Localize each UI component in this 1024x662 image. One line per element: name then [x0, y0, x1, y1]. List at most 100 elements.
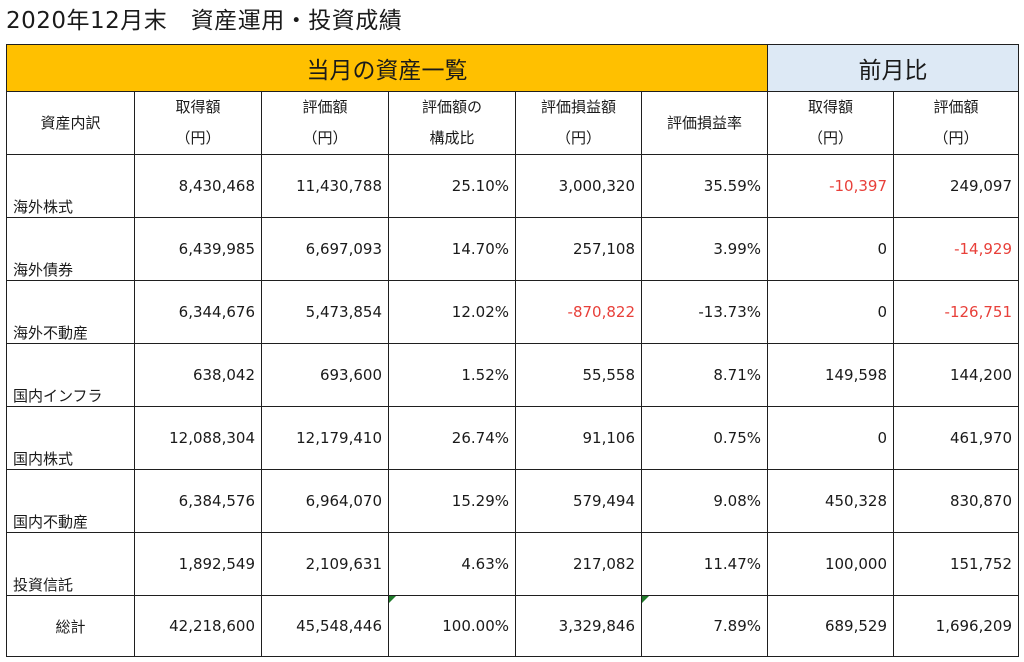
cell-cost[interactable]: 42,218,600	[134, 595, 262, 657]
cell-prev-cost[interactable]: 0	[767, 280, 894, 344]
cell-gain[interactable]: 3,329,846	[515, 595, 642, 657]
header-cost[interactable]: 取得額 （円）	[134, 91, 262, 155]
cell-gain-rate[interactable]: 9.08%	[641, 469, 768, 533]
cell-gain[interactable]: 257,108	[515, 217, 642, 281]
header-unit: 構成比	[429, 129, 475, 147]
cell-prev-cost[interactable]: 100,000	[767, 532, 894, 596]
header-line: 評価損益率	[666, 113, 742, 132]
table-row: 海外株式 8,430,468 11,430,788 25.10% 3,000,320 35…	[6, 154, 1019, 218]
cell-prev-value[interactable]: 151,752	[893, 532, 1019, 596]
header-unit: （円）	[555, 129, 601, 147]
header-line: 取得額	[807, 98, 853, 116]
cell-value-text: 100.00%	[442, 617, 509, 635]
header-category[interactable]: 資産内訳	[6, 91, 135, 155]
cell-value-text: 1,696,209	[935, 617, 1012, 635]
cell-category[interactable]: 海外債券	[6, 217, 135, 281]
table-row: 国内インフラ 638,042 693,600 1.52% 55,558 8.71% 149,…	[6, 343, 1019, 407]
cell-cost[interactable]: 8,430,468	[134, 154, 262, 218]
cell-value-text: 42,218,600	[169, 617, 255, 635]
cell-prev-cost[interactable]: 689,529	[767, 595, 894, 657]
cell-prev-cost[interactable]: -10,397	[767, 154, 894, 218]
cell-ratio[interactable]: 14.70%	[388, 217, 516, 281]
cell-cost[interactable]: 638,042	[134, 343, 262, 407]
band-row: 当月の資産一覧 前月比	[6, 44, 1019, 92]
cell-cost[interactable]: 6,384,576	[134, 469, 262, 533]
cell-value-text: 7.89%	[713, 617, 761, 635]
cell-value[interactable]: 12,179,410	[261, 406, 389, 470]
cell-category[interactable]: 海外株式	[6, 154, 135, 218]
cell-gain-rate[interactable]: 35.59%	[641, 154, 768, 218]
cell-category[interactable]: 国内不動産	[6, 469, 135, 533]
cell-prev-value[interactable]: -14,929	[893, 217, 1019, 281]
cell-gain-rate[interactable]: 8.71%	[641, 343, 768, 407]
cell-value[interactable]: 693,600	[261, 343, 389, 407]
current-month-band[interactable]: 当月の資産一覧	[6, 44, 768, 92]
cell-prev-cost[interactable]: 149,598	[767, 343, 894, 407]
cell-total-label[interactable]: 総計	[6, 595, 135, 657]
cell-cost[interactable]: 6,439,985	[134, 217, 262, 281]
header-gain[interactable]: 評価損益額 （円）	[515, 91, 642, 155]
formula-warning-icon	[642, 596, 649, 603]
table-row: 国内株式 12,088,304 12,179,410 26.74% 91,106 0.75…	[6, 406, 1019, 470]
total-row: 総計 42,218,600 45,548,446 100.00% 3,329,846 7.…	[6, 595, 1019, 657]
cell-ratio[interactable]: 15.29%	[388, 469, 516, 533]
cell-cost[interactable]: 6,344,676	[134, 280, 262, 344]
cell-ratio[interactable]: 4.63%	[388, 532, 516, 596]
cell-value[interactable]: 6,964,070	[261, 469, 389, 533]
cell-gain[interactable]: 91,106	[515, 406, 642, 470]
table-row: 国内不動産 6,384,576 6,964,070 15.29% 579,494 9.08…	[6, 469, 1019, 533]
sheet-title: 2020年12月末 資産運用・投資成績	[6, 8, 403, 34]
header-unit: （円）	[302, 129, 348, 147]
cell-ratio[interactable]: 12.02%	[388, 280, 516, 344]
prev-month-band[interactable]: 前月比	[767, 44, 1019, 92]
cell-category[interactable]: 海外不動産	[6, 280, 135, 344]
cell-gain-rate[interactable]: 11.47%	[641, 532, 768, 596]
cell-prev-value[interactable]: 830,870	[893, 469, 1019, 533]
cell-category[interactable]: 投資信託	[6, 532, 135, 596]
cell-value[interactable]: 45,548,446	[261, 595, 389, 657]
asset-table: 当月の資産一覧 前月比 資産内訳 取得額 （円） 評価額 （円） 評価額の 構成比 評価損益額…	[6, 44, 1019, 657]
header-unit: （円）	[807, 129, 853, 147]
cell-value-text: 45,548,446	[296, 617, 382, 635]
header-prev-value[interactable]: 評価額 （円）	[893, 91, 1019, 155]
cell-category[interactable]: 国内インフラ	[6, 343, 135, 407]
header-value[interactable]: 評価額 （円）	[261, 91, 389, 155]
table-row: 海外債券 6,439,985 6,697,093 14.70% 257,108 3.99%…	[6, 217, 1019, 281]
cell-prev-cost[interactable]: 0	[767, 406, 894, 470]
cell-prev-cost[interactable]: 450,328	[767, 469, 894, 533]
cell-prev-value[interactable]: -126,751	[893, 280, 1019, 344]
cell-gain[interactable]: 579,494	[515, 469, 642, 533]
cell-ratio[interactable]: 25.10%	[388, 154, 516, 218]
cell-gain[interactable]: 55,558	[515, 343, 642, 407]
cell-ratio[interactable]: 26.74%	[388, 406, 516, 470]
cell-cost[interactable]: 12,088,304	[134, 406, 262, 470]
cell-gain[interactable]: 3,000,320	[515, 154, 642, 218]
cell-value[interactable]: 2,109,631	[261, 532, 389, 596]
cell-ratio[interactable]: 1.52%	[388, 343, 516, 407]
header-line: 取得額	[175, 98, 221, 116]
cell-prev-value[interactable]: 249,097	[893, 154, 1019, 218]
cell-prev-value[interactable]: 461,970	[893, 406, 1019, 470]
header-prev-cost[interactable]: 取得額 （円）	[767, 91, 894, 155]
cell-value[interactable]: 5,473,854	[261, 280, 389, 344]
cell-gain[interactable]: 217,082	[515, 532, 642, 596]
header-row: 資産内訳 取得額 （円） 評価額 （円） 評価額の 構成比 評価損益額 （円） 評価損益率 取得額 （…	[6, 91, 1019, 155]
cell-value[interactable]: 6,697,093	[261, 217, 389, 281]
header-line: 評価額	[933, 98, 979, 116]
header-ratio[interactable]: 評価額の 構成比	[388, 91, 516, 155]
cell-prev-value[interactable]: 144,200	[893, 343, 1019, 407]
header-line: 評価額	[302, 98, 348, 116]
cell-gain-rate[interactable]: -13.73%	[641, 280, 768, 344]
cell-ratio[interactable]: 100.00%	[388, 595, 516, 657]
cell-cost[interactable]: 1,892,549	[134, 532, 262, 596]
cell-gain-rate[interactable]: 3.99%	[641, 217, 768, 281]
cell-prev-value[interactable]: 1,696,209	[893, 595, 1019, 657]
cell-category[interactable]: 国内株式	[6, 406, 135, 470]
cell-value[interactable]: 11,430,788	[261, 154, 389, 218]
cell-gain[interactable]: -870,822	[515, 280, 642, 344]
cell-gain-rate[interactable]: 0.75%	[641, 406, 768, 470]
header-gain-rate[interactable]: 評価損益率	[641, 91, 768, 155]
header-unit: （円）	[175, 129, 221, 147]
cell-gain-rate[interactable]: 7.89%	[641, 595, 768, 657]
cell-prev-cost[interactable]: 0	[767, 217, 894, 281]
